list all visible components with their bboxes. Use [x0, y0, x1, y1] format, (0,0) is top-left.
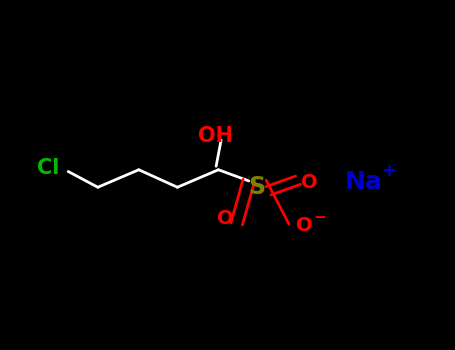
Text: S: S: [248, 175, 266, 199]
Text: OH: OH: [198, 126, 233, 147]
Text: −: −: [313, 210, 326, 225]
Text: O: O: [217, 209, 233, 228]
Text: +: +: [382, 162, 396, 181]
Text: O: O: [296, 216, 313, 235]
Text: Cl: Cl: [37, 158, 59, 178]
Text: O: O: [301, 173, 318, 191]
Text: Na: Na: [345, 170, 383, 194]
